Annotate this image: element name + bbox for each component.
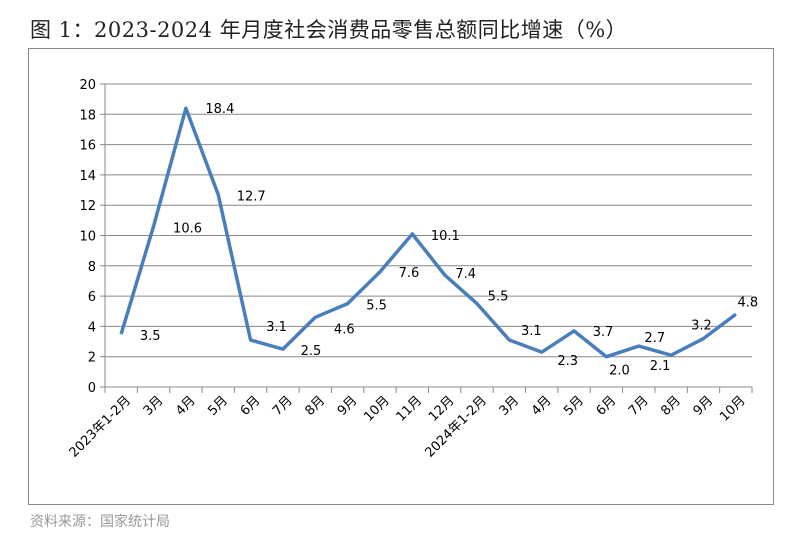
chart-frame bbox=[28, 48, 774, 505]
x-tick-label: 8月 bbox=[658, 393, 684, 419]
y-tick-label: 18 bbox=[79, 108, 96, 123]
data-label: 3.1 bbox=[266, 320, 287, 335]
y-tick-label: 12 bbox=[79, 199, 96, 214]
data-point bbox=[282, 348, 284, 350]
data-label: 3.5 bbox=[140, 329, 161, 344]
x-tick-label: 4月 bbox=[173, 393, 199, 419]
data-label: 7.4 bbox=[455, 267, 476, 282]
data-label: 7.6 bbox=[399, 266, 420, 281]
y-tick-label: 10 bbox=[79, 230, 96, 245]
y-tick-label: 14 bbox=[79, 169, 96, 184]
data-point bbox=[541, 351, 543, 353]
data-point bbox=[444, 274, 446, 276]
data-point bbox=[217, 194, 219, 196]
x-tick-label: 7月 bbox=[270, 393, 296, 419]
data-point bbox=[379, 271, 381, 273]
data-label: 3.7 bbox=[593, 325, 614, 340]
y-tick-label: 6 bbox=[88, 290, 96, 305]
x-tick-label: 5月 bbox=[205, 393, 231, 419]
data-label: 12.7 bbox=[237, 190, 266, 205]
data-label: 2.5 bbox=[301, 344, 322, 359]
data-label: 2.3 bbox=[557, 354, 578, 369]
x-tick-label: 3月 bbox=[141, 393, 167, 419]
data-point bbox=[250, 339, 252, 341]
data-point bbox=[314, 316, 316, 318]
x-tick-label: 7月 bbox=[626, 393, 652, 419]
x-tick-label: 11月 bbox=[394, 393, 425, 424]
data-label: 10.6 bbox=[173, 221, 202, 236]
series-line bbox=[119, 106, 737, 359]
data-point bbox=[702, 338, 704, 340]
y-tick-label: 2 bbox=[88, 351, 96, 366]
data-label: 3.1 bbox=[521, 324, 542, 339]
data-label: 2.7 bbox=[644, 331, 665, 346]
x-tick-label: 8月 bbox=[302, 393, 328, 419]
x-tick-label: 3月 bbox=[497, 393, 523, 419]
data-point bbox=[411, 233, 413, 235]
data-label: 3.2 bbox=[691, 319, 712, 334]
data-label: 2.1 bbox=[650, 359, 671, 374]
data-point bbox=[120, 333, 122, 335]
data-label: 4.6 bbox=[334, 322, 355, 337]
chart-title: 图 1：2023-2024 年月度社会消费品零售总额同比增速（%） bbox=[30, 18, 628, 42]
x-tick-label: 6月 bbox=[594, 393, 620, 419]
x-tick-label: 2023年1-2月 bbox=[67, 393, 134, 460]
y-tick-label: 4 bbox=[88, 320, 96, 335]
x-tick-label: 5月 bbox=[561, 393, 587, 419]
data-point bbox=[605, 356, 607, 358]
data-label: 4.8 bbox=[737, 295, 758, 310]
source-note: 资料来源：国家统计局 bbox=[30, 514, 170, 530]
y-tick-label: 8 bbox=[88, 260, 96, 275]
data-point bbox=[476, 303, 478, 305]
data-point bbox=[573, 330, 575, 332]
y-tick-label: 20 bbox=[79, 78, 96, 93]
data-label: 5.5 bbox=[366, 299, 387, 314]
data-label: 5.5 bbox=[488, 290, 509, 305]
data-point bbox=[638, 345, 640, 347]
data-label: 10.1 bbox=[431, 229, 460, 244]
data-point bbox=[508, 339, 510, 341]
data-point bbox=[670, 354, 672, 356]
x-tick-label: 6月 bbox=[238, 393, 264, 419]
y-tick-label: 0 bbox=[88, 381, 96, 396]
data-point bbox=[153, 225, 155, 227]
data-point bbox=[735, 313, 737, 315]
x-tick-label: 10月 bbox=[717, 393, 748, 424]
x-tick-label: 9月 bbox=[335, 393, 361, 419]
x-tick-label: 4月 bbox=[529, 393, 555, 419]
data-label: 18.4 bbox=[205, 102, 234, 117]
data-point bbox=[185, 107, 187, 109]
x-tick-label: 9月 bbox=[691, 393, 717, 419]
x-tick-label: 10月 bbox=[361, 393, 392, 424]
data-point bbox=[347, 303, 349, 305]
y-tick-label: 16 bbox=[79, 139, 96, 154]
data-label: 2.0 bbox=[609, 364, 630, 379]
